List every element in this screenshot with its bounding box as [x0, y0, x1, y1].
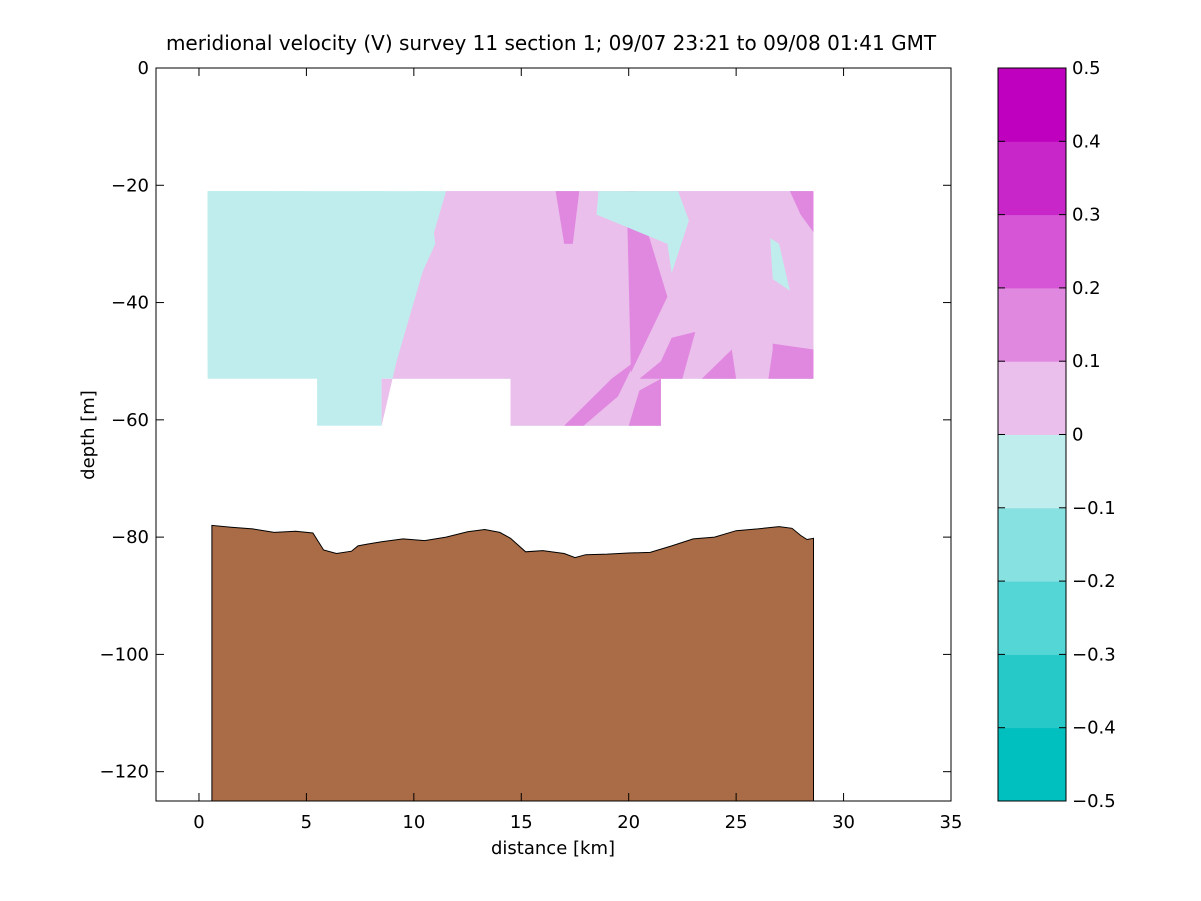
colorbar-swatch [998, 507, 1066, 582]
y-tick-label: −60 [111, 410, 149, 431]
colorbar-tick-label: 0.5 [1072, 58, 1101, 79]
contour-patch-10 [639, 331, 696, 379]
y-tick-label: −120 [100, 762, 149, 783]
chart-title: meridional velocity (V) survey 11 sectio… [166, 31, 937, 55]
x-tick-label: 0 [193, 812, 204, 833]
contour-patch-14 [628, 378, 661, 426]
y-axis-label: depth [m] [78, 390, 99, 480]
y-axis: 0 −20 −40 −60 −80 −100 −120 [100, 58, 951, 783]
colorbar-swatch [998, 581, 1066, 655]
contour-patch-6 [207, 208, 212, 256]
colorbar-swatch [998, 361, 1066, 435]
colorbar-tick-label: −0.2 [1072, 571, 1116, 592]
contour-patch-2 [263, 191, 307, 262]
y-tick-label: 0 [138, 58, 149, 79]
colorbar-swatch [998, 434, 1066, 509]
plot-area [155, 67, 952, 802]
contour-patch-8 [789, 191, 814, 233]
contour-patch-4 [360, 191, 393, 297]
colorbar-swatch [998, 654, 1066, 729]
x-tick-label: 30 [832, 812, 855, 833]
colorbar-tick-label: −0.5 [1072, 791, 1116, 812]
colorbar-swatch [998, 68, 1066, 142]
colorbar-tick-label: −0.4 [1072, 718, 1116, 739]
x-tick-label: 10 [402, 812, 425, 833]
x-tick-label: 25 [725, 812, 748, 833]
x-tick-label: 35 [940, 812, 963, 833]
colorbar-tick-label: 0.2 [1072, 278, 1101, 299]
colorbar-tick-label: −0.3 [1072, 644, 1116, 665]
contour-patch-16 [770, 238, 790, 291]
seafloor-layer [211, 524, 814, 801]
contour-patch-5 [409, 191, 436, 291]
contour-patch-12 [768, 343, 814, 379]
colorbar-tick-label: −0.1 [1072, 498, 1116, 519]
colorbar-swatch [998, 214, 1066, 289]
colorbar-tick-label: 0.1 [1072, 351, 1101, 372]
contour-patch-17 [317, 378, 335, 426]
colorbar-swatch [998, 287, 1066, 362]
contour-patch-15 [596, 191, 689, 274]
y-tick-label: −20 [111, 175, 149, 196]
y-tick-label: −80 [111, 527, 149, 548]
y-tick-label: −40 [111, 293, 149, 314]
colorbar-tick-label: 0.3 [1072, 205, 1101, 226]
seafloor [211, 524, 814, 801]
x-tick-label: 20 [617, 812, 640, 833]
contour-patch-13 [562, 361, 636, 426]
colorbar-swatch [998, 141, 1066, 216]
x-tick-label: 15 [510, 812, 533, 833]
x-tick-label: 5 [301, 812, 312, 833]
contour-patch-0 [381, 191, 814, 426]
colorbar-tick-label: 0 [1072, 425, 1083, 446]
x-axis-label: distance [km] [491, 838, 615, 859]
x-axis: 0 5 10 15 20 25 30 35 [193, 68, 962, 833]
contour-patch-11 [701, 349, 737, 379]
colorbar-tick-label: 0.4 [1072, 131, 1101, 152]
contour-regions [207, 191, 814, 426]
colorbar-swatch [998, 727, 1066, 802]
y-tick-label: −100 [100, 644, 149, 665]
contour-patch-3 [263, 214, 361, 362]
colorbar: −0.5 −0.4 −0.3 −0.2 −0.1 0 0.1 0.2 0.3 0.4 0.5 [997, 58, 1116, 812]
contour-patch-1 [207, 191, 275, 362]
contour-patch-7 [555, 191, 580, 244]
plot-frame [155, 67, 952, 802]
contour-patch-9 [626, 191, 668, 373]
